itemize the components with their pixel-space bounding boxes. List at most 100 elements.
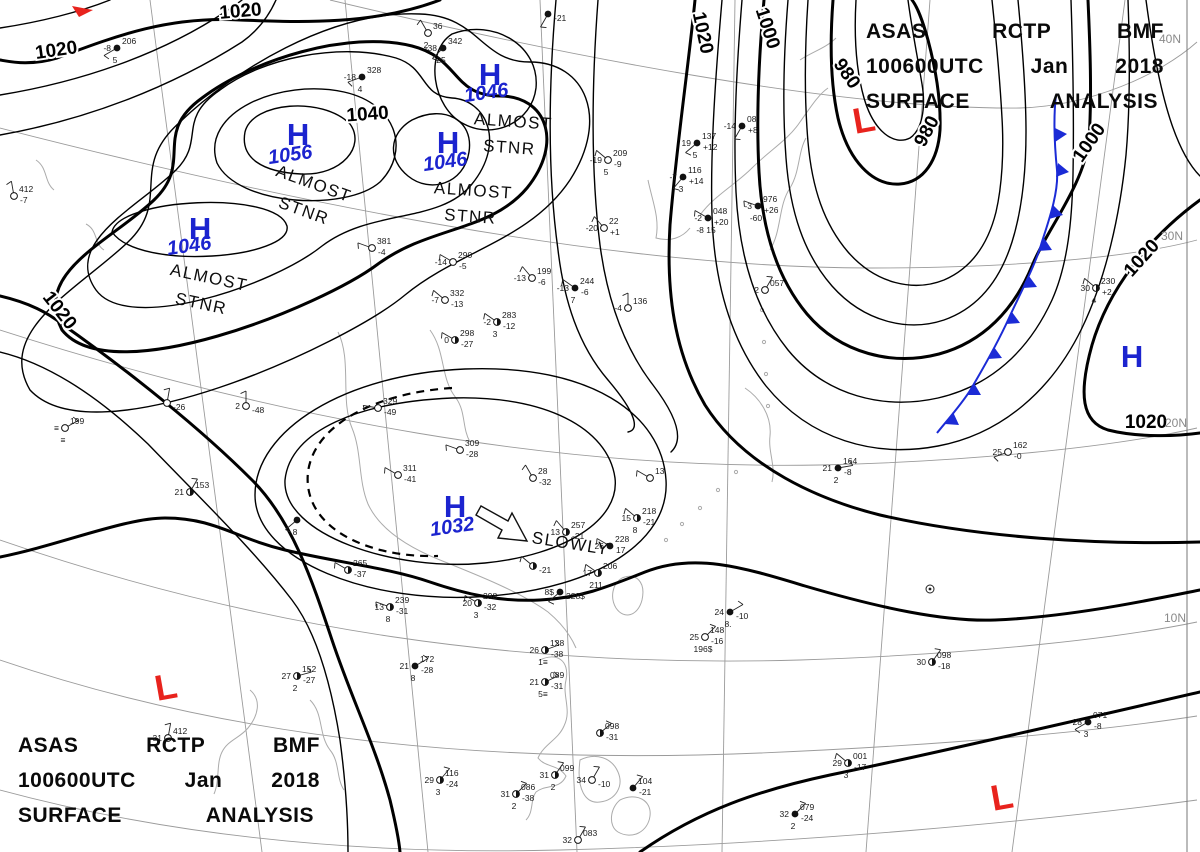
station-plot: 29 116-24 3 bbox=[425, 766, 459, 797]
station-value: +12 bbox=[703, 142, 718, 152]
station-value: -8 bbox=[844, 467, 852, 477]
isobar-thin bbox=[0, 0, 243, 96]
station-value: 8. bbox=[724, 619, 731, 629]
station-value: -18 bbox=[938, 661, 951, 671]
coastline bbox=[85, 223, 105, 251]
isobar-thin bbox=[0, 351, 349, 852]
station-plot: -21 bbox=[519, 556, 552, 575]
station-circle-clear bbox=[604, 156, 612, 164]
title-word: 100600UTC bbox=[18, 768, 136, 792]
isobar-bold bbox=[1082, 198, 1200, 438]
station-plot: 21 172-28 8 bbox=[400, 654, 435, 683]
station-value: 32 bbox=[780, 809, 790, 819]
station-value: 001 bbox=[853, 751, 867, 761]
station-plot: 8 bbox=[285, 516, 301, 537]
station-value: -8 bbox=[103, 43, 111, 53]
station-value: -38 bbox=[522, 793, 535, 803]
station-value: 3 bbox=[844, 770, 849, 780]
station-value: 104 bbox=[638, 776, 652, 786]
isobar-value-label: 1040 bbox=[346, 103, 390, 127]
station-value: 2 bbox=[754, 285, 759, 295]
isobar-bold bbox=[667, 0, 1200, 545]
station-plot: 26 128-381≡ bbox=[530, 638, 565, 667]
station-circle-overcast bbox=[693, 139, 701, 147]
station-value: 098 bbox=[937, 650, 951, 660]
wind-barb-tick bbox=[934, 648, 941, 651]
movement-label: STNR bbox=[444, 205, 497, 228]
station-value: -12 bbox=[503, 321, 516, 331]
station-circle-clear bbox=[374, 404, 382, 412]
station-value: -7 bbox=[669, 172, 677, 182]
title-word: RCTP bbox=[146, 733, 206, 757]
station-value: 328 bbox=[367, 65, 381, 75]
coastline bbox=[35, 159, 55, 191]
station-value: 137 bbox=[702, 131, 716, 141]
station-circle-half-fill bbox=[440, 776, 444, 784]
station-plot: -8 206 5 bbox=[103, 36, 136, 65]
station-plot: 265-37 bbox=[334, 558, 367, 579]
isobar-thin bbox=[243, 105, 356, 175]
station-plot: 329-49 bbox=[362, 396, 397, 417]
station-value: 5 bbox=[693, 150, 698, 160]
station-value: 128 bbox=[550, 638, 564, 648]
station-value: 17 bbox=[616, 545, 626, 555]
station-plot: 24 -10 8. bbox=[715, 600, 749, 629]
station-value: 3 bbox=[679, 184, 684, 194]
wind-barb-tick bbox=[694, 210, 696, 217]
station-plot: -14 08+8 bbox=[724, 114, 758, 140]
station-plot: 13 257-21 bbox=[551, 520, 586, 541]
wind-barb-tick bbox=[766, 276, 773, 278]
station-value: -27 bbox=[461, 339, 474, 349]
station-plot: 2 -48 bbox=[235, 390, 265, 415]
station-plot: -2 283-12 3 bbox=[483, 310, 516, 339]
high-center-letter: H bbox=[437, 125, 459, 160]
coastline bbox=[525, 656, 568, 821]
low-center-letter: L bbox=[151, 665, 180, 709]
station-circle-clear bbox=[600, 224, 608, 232]
station-circle-half-fill bbox=[348, 566, 352, 574]
station-plot: 28-32 bbox=[521, 464, 552, 487]
station-value: 342 bbox=[448, 36, 462, 46]
station-circle-half-fill bbox=[533, 562, 537, 570]
wind-barb-tick bbox=[848, 460, 854, 466]
high-center-letter: H bbox=[1121, 339, 1143, 374]
station-value: 25 bbox=[690, 632, 700, 642]
coastline bbox=[309, 699, 345, 791]
wind-barb-tick bbox=[591, 216, 595, 223]
station-value: 083 bbox=[583, 828, 597, 838]
station-circle-half-fill bbox=[555, 771, 559, 779]
station-value: 218 bbox=[642, 506, 656, 516]
station-plot: 0 298-27 bbox=[441, 328, 474, 349]
station-circle-overcast bbox=[726, 608, 734, 616]
station-value: 412 bbox=[19, 184, 33, 194]
wind-barb-tick bbox=[464, 595, 466, 602]
station-value: -24 bbox=[801, 813, 814, 823]
station-value: 36 bbox=[433, 21, 443, 31]
station-value: 257 bbox=[571, 520, 585, 530]
station-value: 2 bbox=[512, 801, 517, 811]
station-value: 32 bbox=[563, 835, 573, 845]
station-value: -17 bbox=[854, 762, 867, 772]
isobar-value-label: 1020 bbox=[34, 37, 79, 64]
station-plot: 20 298-32 3 bbox=[463, 591, 498, 620]
station-plot: 28 071-8 3 bbox=[1073, 710, 1108, 739]
station-value: 5≡ bbox=[538, 689, 548, 699]
station-value: -20 bbox=[586, 223, 599, 233]
station-value: 08 bbox=[747, 114, 757, 124]
station-value: -49 bbox=[384, 407, 397, 417]
station-plot: 412-7 bbox=[6, 180, 33, 205]
station-value: 25 bbox=[436, 55, 446, 65]
station-value: -4 bbox=[614, 303, 622, 313]
wind-barb-tick bbox=[375, 601, 377, 608]
wind-barb-tick bbox=[554, 640, 560, 646]
coastline bbox=[744, 387, 774, 483]
wind-barb-tick bbox=[561, 279, 564, 286]
wind-barb-tick bbox=[540, 26, 547, 28]
station-value: 2 bbox=[834, 475, 839, 485]
station-value: -31 bbox=[551, 681, 564, 691]
wind-barb-tick bbox=[334, 562, 336, 569]
wind-barb-tick bbox=[636, 774, 643, 777]
cold-front-line bbox=[936, 94, 1059, 434]
